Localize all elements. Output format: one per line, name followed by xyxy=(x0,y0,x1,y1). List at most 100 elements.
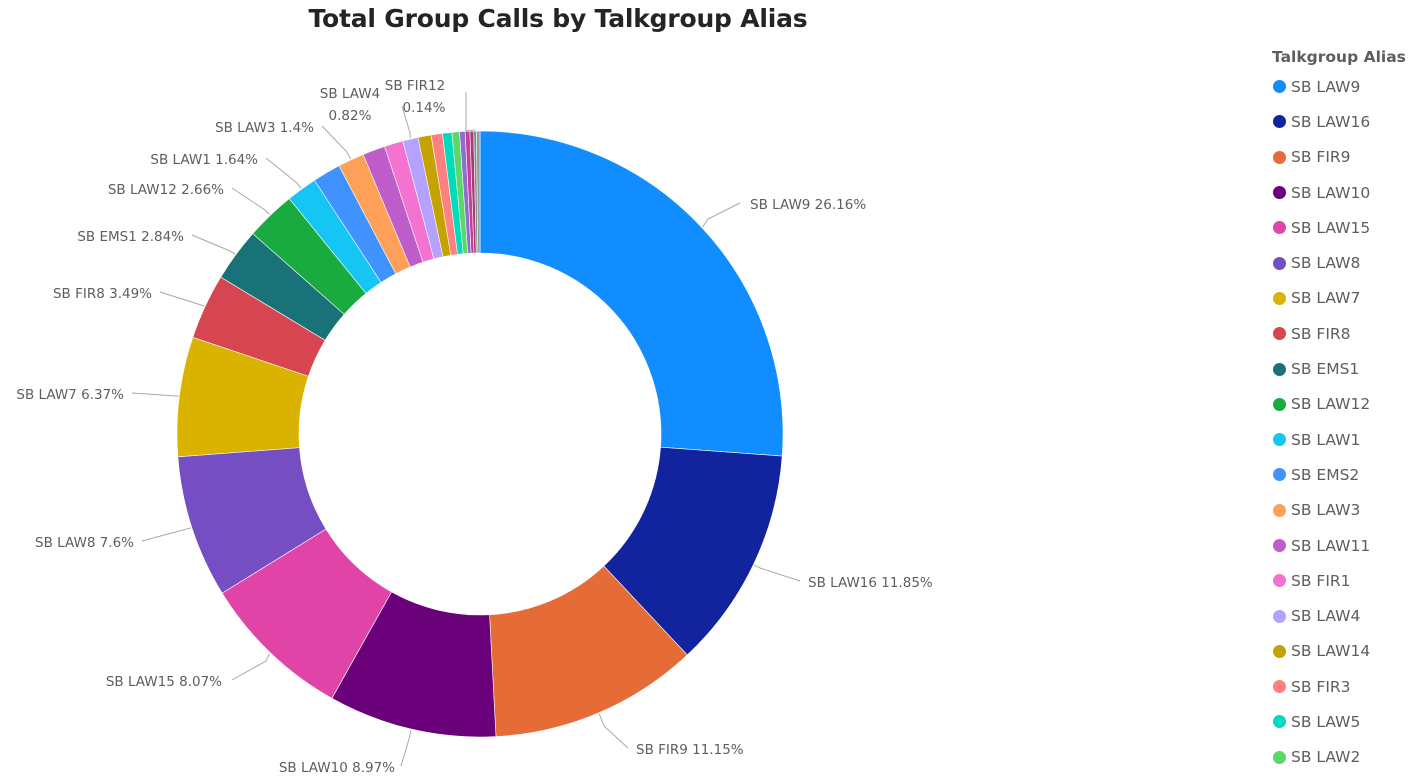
legend-label: SB LAW2 xyxy=(1291,748,1361,767)
legend-marker xyxy=(1273,680,1286,694)
legend-item-sb-law11[interactable]: SB LAW11 xyxy=(1272,528,1408,563)
legend-label: SB LAW12 xyxy=(1291,395,1371,414)
legend: Talkgroup Alias SB LAW9 SB LAW16 SB FIR9 SB… xyxy=(1272,45,1408,775)
leader-line-sb-law8 xyxy=(141,527,192,542)
legend-marker xyxy=(1273,750,1286,764)
legend-item-sb-fir8[interactable]: SB FIR8 xyxy=(1272,316,1408,351)
legend-item-sb-law7[interactable]: SB LAW7 xyxy=(1272,281,1408,316)
legend-title: Talkgroup Alias xyxy=(1272,48,1406,66)
legend-label: SB LAW9 xyxy=(1291,77,1361,96)
legend-marker xyxy=(1273,150,1286,164)
legend-marker xyxy=(1273,362,1286,376)
legend-label: SB EMS2 xyxy=(1291,465,1360,484)
data-label-sb-law15: SB LAW15 8.07% xyxy=(106,674,222,690)
leader-line-sb-fir8 xyxy=(159,291,205,307)
data-label-sb-law3: SB LAW3 1.4% xyxy=(215,120,314,136)
legend-marker xyxy=(1273,644,1286,658)
legend-item-sb-law2[interactable]: SB LAW2 xyxy=(1272,740,1408,775)
data-label-sb-fir12-value: 0.14% xyxy=(403,100,446,116)
legend-item-sb-law10[interactable]: SB LAW10 xyxy=(1272,175,1408,210)
legend-label: SB FIR1 xyxy=(1291,571,1351,590)
legend-marker xyxy=(1273,574,1286,588)
slice-sb-law9[interactable] xyxy=(479,130,784,457)
data-label-sb-law1: SB LAW1 1.64% xyxy=(150,152,258,168)
leader-line-sb-fir9 xyxy=(598,713,629,749)
legend-item-sb-law9[interactable]: SB LAW9 xyxy=(1272,69,1408,104)
legend-label: SB LAW3 xyxy=(1291,501,1361,520)
data-label-sb-law8: SB LAW8 7.6% xyxy=(35,535,134,551)
data-label-sb-law4: SB LAW4 xyxy=(320,86,380,102)
legend-marker xyxy=(1273,327,1286,341)
legend-label: SB LAW10 xyxy=(1291,183,1371,202)
donut-chart: SB LAW9 26.16% SB LAW16 11.85% SB FIR9 11.… xyxy=(16,78,932,776)
data-label-sb-law16: SB LAW16 11.85% xyxy=(808,575,933,591)
data-label-sb-law9: SB LAW9 26.16% xyxy=(750,197,866,213)
legend-marker xyxy=(1273,503,1286,517)
data-label-sb-law4-value: 0.82% xyxy=(329,108,372,124)
leader-line-sb-law9 xyxy=(702,202,741,228)
data-label-sb-fir9: SB FIR9 11.15% xyxy=(636,742,744,758)
legend-marker xyxy=(1273,433,1286,447)
leader-line-sb-law12 xyxy=(231,187,270,215)
data-label-sb-fir12: SB FIR12 xyxy=(385,78,445,94)
data-label-sb-law12: SB LAW12 2.66% xyxy=(108,182,224,198)
legend-item-sb-law4[interactable]: SB LAW4 xyxy=(1272,598,1408,633)
legend-label: SB LAW15 xyxy=(1291,218,1371,237)
legend-label: SB LAW4 xyxy=(1291,607,1361,626)
legend-item-sb-ems2[interactable]: SB EMS2 xyxy=(1272,457,1408,492)
data-label-sb-fir8: SB FIR8 3.49% xyxy=(53,286,152,302)
legend-marker xyxy=(1273,468,1286,482)
legend-item-sb-law5[interactable]: SB LAW5 xyxy=(1272,704,1408,739)
data-label-sb-law7: SB LAW7 6.37% xyxy=(16,387,124,403)
legend-label: SB LAW14 xyxy=(1291,642,1371,661)
leader-line-sb-law3 xyxy=(321,125,352,160)
legend-label: SB FIR8 xyxy=(1291,324,1351,343)
legend-item-sb-law3[interactable]: SB LAW3 xyxy=(1272,493,1408,528)
leader-line-sb-law1 xyxy=(265,157,302,189)
leader-line-sb-fir12 xyxy=(465,92,476,132)
data-labels: SB LAW9 26.16% SB LAW16 11.85% SB FIR9 11.… xyxy=(16,78,932,776)
legend-item-sb-ems1[interactable]: SB EMS1 xyxy=(1272,351,1408,386)
legend-item-sb-fir3[interactable]: SB FIR3 xyxy=(1272,669,1408,704)
leader-line-sb-law7 xyxy=(131,392,179,397)
legend-label: SB FIR3 xyxy=(1291,677,1351,696)
leader-line-sb-law15 xyxy=(231,653,271,681)
legend-marker xyxy=(1273,397,1286,411)
legend-item-sb-law14[interactable]: SB LAW14 xyxy=(1272,634,1408,669)
legend-marker xyxy=(1273,291,1286,305)
legend-items: SB LAW9 SB LAW16 SB FIR9 SB LAW10 SB LAW15 SB… xyxy=(1272,69,1408,775)
legend-marker xyxy=(1273,715,1286,729)
legend-label: SB LAW11 xyxy=(1291,536,1371,555)
slice-other-24[interactable] xyxy=(476,130,481,254)
legend-label: SB LAW16 xyxy=(1291,112,1371,131)
chart-title: Total Group Calls by Talkgroup Alias xyxy=(308,4,808,33)
legend-label: SB EMS1 xyxy=(1291,360,1360,379)
leader-line-sb-law16 xyxy=(754,564,801,582)
legend-marker xyxy=(1273,256,1286,270)
leader-line-sb-ems1 xyxy=(191,234,236,255)
legend-label: SB LAW8 xyxy=(1291,254,1361,273)
legend-label: SB LAW7 xyxy=(1291,289,1361,308)
legend-marker xyxy=(1273,115,1286,129)
legend-item-sb-law16[interactable]: SB LAW16 xyxy=(1272,104,1408,139)
legend-item-sb-fir9[interactable]: SB FIR9 xyxy=(1272,140,1408,175)
legend-label: SB LAW1 xyxy=(1291,430,1361,449)
legend-label: SB FIR9 xyxy=(1291,148,1351,167)
data-label-sb-law10: SB LAW10 8.97% xyxy=(279,760,395,776)
label-leader-lines xyxy=(131,92,801,767)
leader-line-sb-law10 xyxy=(400,729,412,767)
data-label-sb-ems1: SB EMS1 2.84% xyxy=(77,229,184,245)
donut-slices xyxy=(176,130,784,738)
legend-item-sb-law12[interactable]: SB LAW12 xyxy=(1272,387,1408,422)
legend-item-sb-law8[interactable]: SB LAW8 xyxy=(1272,245,1408,280)
legend-item-sb-law1[interactable]: SB LAW1 xyxy=(1272,422,1408,457)
legend-marker xyxy=(1273,221,1286,235)
leader-line-sb-law4 xyxy=(401,105,411,139)
legend-marker xyxy=(1273,80,1286,94)
legend-label: SB LAW5 xyxy=(1291,712,1361,731)
legend-marker xyxy=(1273,539,1286,552)
legend-marker xyxy=(1273,609,1286,623)
legend-marker xyxy=(1273,186,1286,200)
legend-item-sb-fir1[interactable]: SB FIR1 xyxy=(1272,563,1408,598)
legend-item-sb-law15[interactable]: SB LAW15 xyxy=(1272,210,1408,245)
